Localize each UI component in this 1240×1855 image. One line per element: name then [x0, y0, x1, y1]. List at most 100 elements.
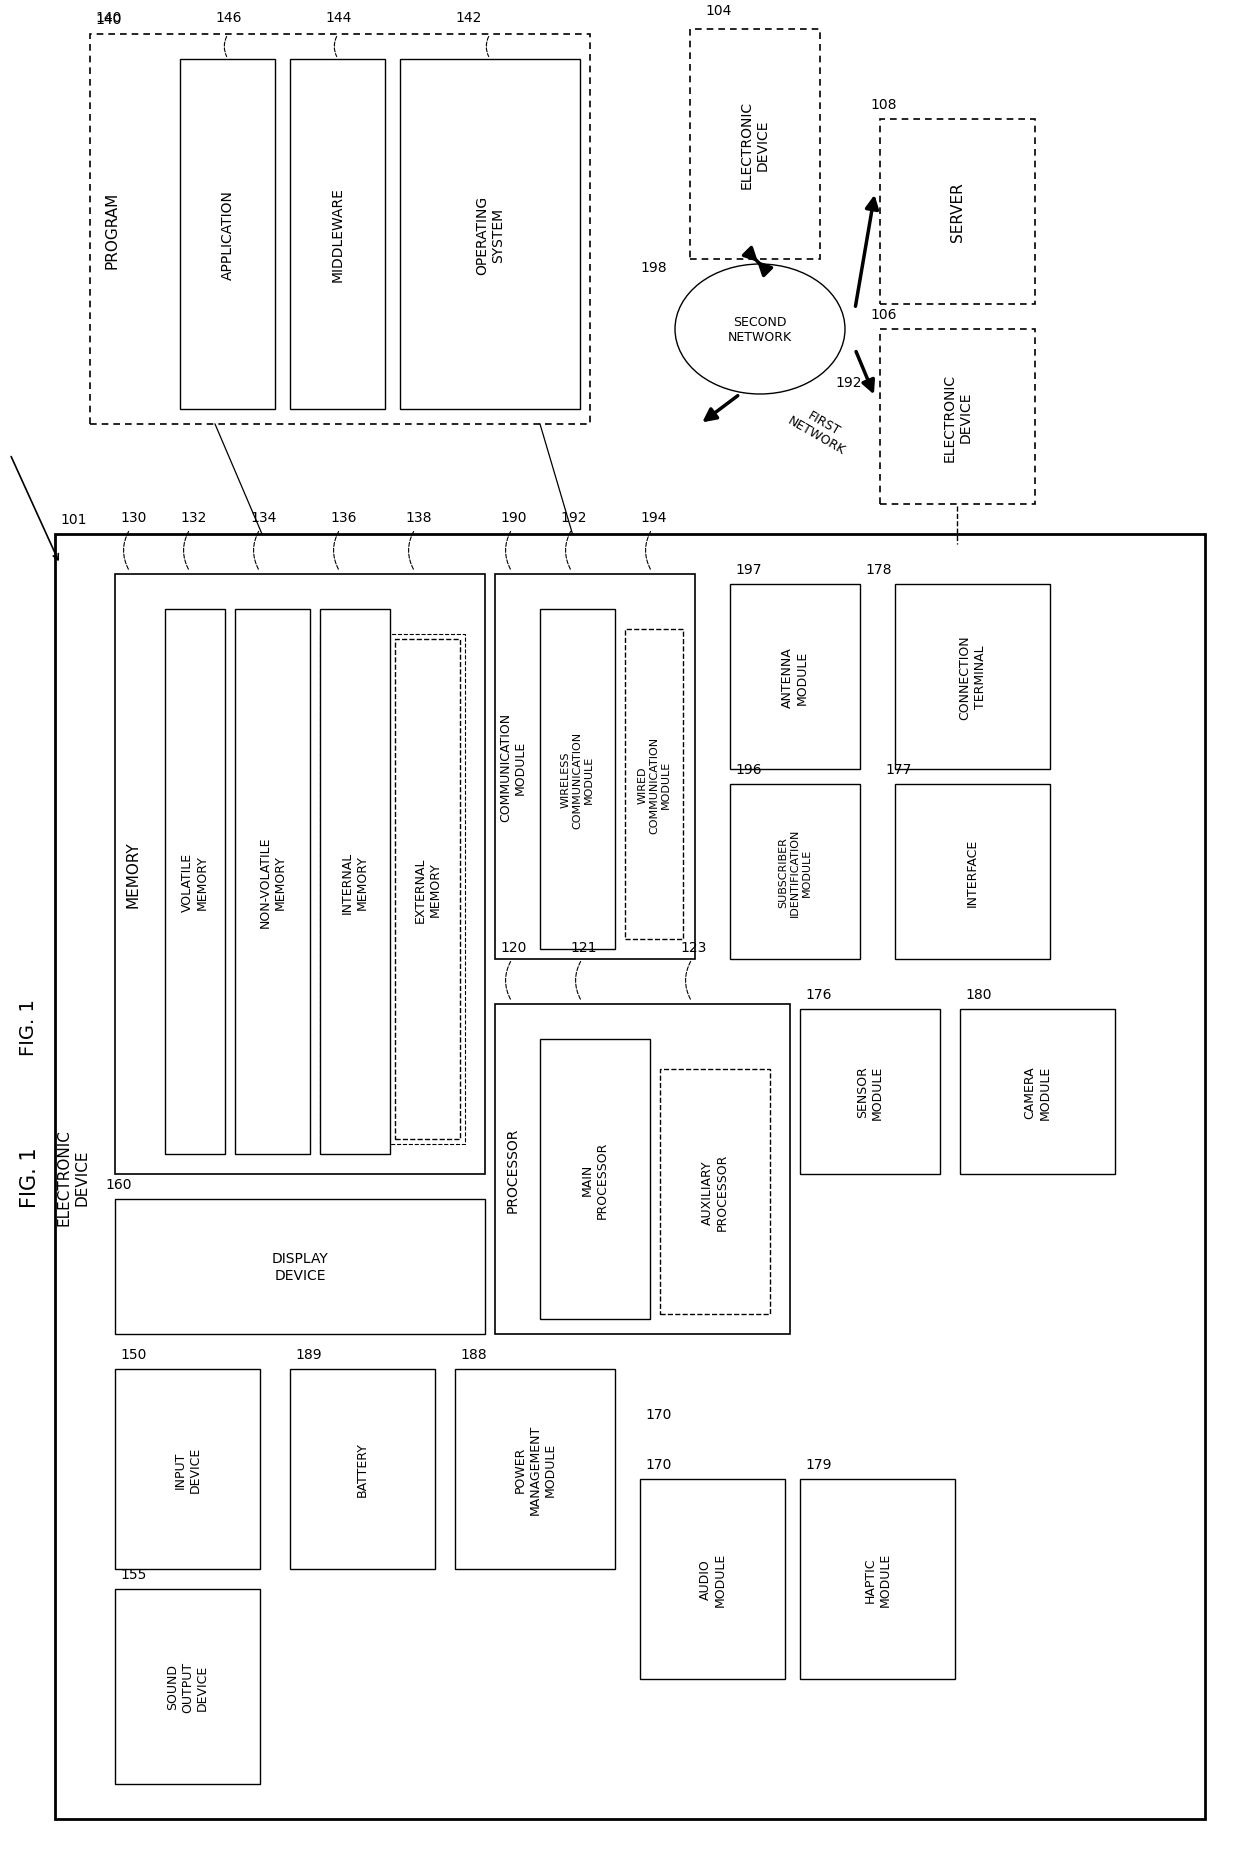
Text: 108: 108	[870, 98, 897, 111]
FancyArrowPatch shape	[184, 532, 188, 569]
Text: FIG. 1: FIG. 1	[20, 1146, 40, 1208]
Text: 130: 130	[120, 510, 146, 525]
Text: BATTERY: BATTERY	[356, 1441, 370, 1497]
Text: AUDIO
MODULE: AUDIO MODULE	[698, 1553, 727, 1606]
Text: 194: 194	[640, 510, 667, 525]
Text: ELECTRONIC
DEVICE: ELECTRONIC DEVICE	[942, 373, 972, 462]
Bar	[730, 785, 861, 959]
Text: 170: 170	[645, 1458, 671, 1471]
Bar	[625, 629, 683, 939]
Text: WIRED
COMMUNICATION
MODULE: WIRED COMMUNICATION MODULE	[637, 736, 671, 833]
Bar	[640, 1478, 785, 1679]
FancyArrowPatch shape	[124, 532, 129, 569]
Text: MIDDLEWARE: MIDDLEWARE	[331, 187, 345, 282]
Bar	[115, 1369, 260, 1569]
Text: 144: 144	[325, 11, 351, 24]
Text: SOUND
OUTPUT
DEVICE: SOUND OUTPUT DEVICE	[166, 1660, 210, 1712]
Text: 180: 180	[965, 987, 992, 1002]
Text: FIG. 1: FIG. 1	[19, 1000, 37, 1055]
Bar	[495, 575, 694, 959]
Text: NON-VOLATILE
MEMORY: NON-VOLATILE MEMORY	[258, 837, 286, 928]
Text: SENSOR
MODULE: SENSOR MODULE	[856, 1065, 884, 1119]
Bar	[495, 1004, 790, 1334]
Bar	[401, 59, 580, 410]
Text: 142: 142	[455, 11, 481, 24]
Bar	[880, 121, 1035, 304]
FancyArrowPatch shape	[506, 532, 511, 569]
Text: 132: 132	[180, 510, 206, 525]
Ellipse shape	[675, 265, 844, 395]
Text: 134: 134	[250, 510, 277, 525]
Bar	[91, 35, 590, 425]
Bar	[165, 610, 224, 1154]
Text: 196: 196	[735, 762, 761, 777]
Bar	[320, 610, 391, 1154]
Text: 146: 146	[215, 11, 242, 24]
Text: MAIN
PROCESSOR: MAIN PROCESSOR	[582, 1141, 609, 1219]
Bar	[960, 1009, 1115, 1174]
Text: 140: 140	[95, 13, 122, 28]
Text: 138: 138	[405, 510, 432, 525]
Text: 150: 150	[120, 1347, 146, 1362]
Text: APPLICATION: APPLICATION	[221, 189, 234, 280]
Text: PROGRAM: PROGRAM	[104, 191, 119, 269]
Text: ELECTRONIC
DEVICE: ELECTRONIC DEVICE	[740, 100, 770, 189]
Bar	[236, 610, 310, 1154]
Bar	[800, 1009, 940, 1174]
Text: OPERATING
SYSTEM: OPERATING SYSTEM	[475, 195, 505, 275]
Text: COMMUNICATION
MODULE: COMMUNICATION MODULE	[498, 712, 527, 822]
Bar	[800, 1478, 955, 1679]
Text: 178: 178	[866, 562, 892, 577]
Text: PROCESSOR: PROCESSOR	[506, 1126, 520, 1211]
Bar	[290, 59, 384, 410]
Text: 192: 192	[835, 377, 862, 390]
Text: 101: 101	[60, 512, 87, 527]
Bar	[730, 584, 861, 770]
Text: SECOND
NETWORK: SECOND NETWORK	[728, 315, 792, 343]
Text: 176: 176	[805, 987, 832, 1002]
Bar	[895, 785, 1050, 959]
FancyArrowPatch shape	[335, 37, 337, 58]
Text: 177: 177	[885, 762, 911, 777]
Text: ELECTRONIC
DEVICE: ELECTRONIC DEVICE	[57, 1128, 89, 1226]
FancyArrowPatch shape	[506, 963, 511, 1000]
Bar	[660, 1070, 770, 1315]
Bar	[396, 640, 460, 1139]
FancyArrowPatch shape	[253, 532, 259, 569]
Text: CONNECTION
TERMINAL: CONNECTION TERMINAL	[959, 634, 987, 720]
Bar	[539, 610, 615, 950]
Text: INTERFACE: INTERFACE	[966, 838, 980, 905]
Text: 160: 160	[105, 1178, 131, 1191]
Text: SERVER: SERVER	[950, 182, 965, 243]
FancyArrowPatch shape	[334, 532, 339, 569]
Text: INPUT
DEVICE: INPUT DEVICE	[174, 1447, 201, 1491]
Text: INTERNAL
MEMORY: INTERNAL MEMORY	[341, 851, 370, 913]
Text: ANTENNA
MODULE: ANTENNA MODULE	[781, 647, 808, 707]
Text: 123: 123	[680, 940, 707, 955]
Bar	[455, 1369, 615, 1569]
Text: 188: 188	[460, 1347, 486, 1362]
Bar	[180, 59, 275, 410]
Text: DISPLAY
DEVICE: DISPLAY DEVICE	[272, 1252, 329, 1282]
Text: CAMERA
MODULE: CAMERA MODULE	[1023, 1065, 1052, 1119]
Text: FIRST
NETWORK: FIRST NETWORK	[785, 403, 854, 458]
Bar	[895, 584, 1050, 770]
Text: SUBSCRIBER
IDENTIFICATION
MODULE: SUBSCRIBER IDENTIFICATION MODULE	[779, 827, 812, 916]
Bar	[55, 534, 1205, 1820]
FancyArrowPatch shape	[565, 532, 570, 569]
Text: 170: 170	[645, 1408, 671, 1421]
Bar	[115, 1200, 485, 1334]
Bar	[115, 575, 485, 1174]
FancyArrowPatch shape	[486, 37, 489, 58]
Text: 104: 104	[706, 4, 732, 19]
Text: MEMORY: MEMORY	[125, 840, 140, 907]
FancyArrowPatch shape	[575, 963, 580, 1000]
FancyArrowPatch shape	[646, 532, 651, 569]
FancyArrowPatch shape	[686, 963, 691, 1000]
Bar	[880, 330, 1035, 505]
FancyArrowPatch shape	[408, 532, 414, 569]
FancyArrowPatch shape	[224, 37, 227, 58]
Text: AUXILIARY
PROCESSOR: AUXILIARY PROCESSOR	[701, 1154, 729, 1230]
Text: 190: 190	[500, 510, 527, 525]
Bar	[115, 1590, 260, 1785]
